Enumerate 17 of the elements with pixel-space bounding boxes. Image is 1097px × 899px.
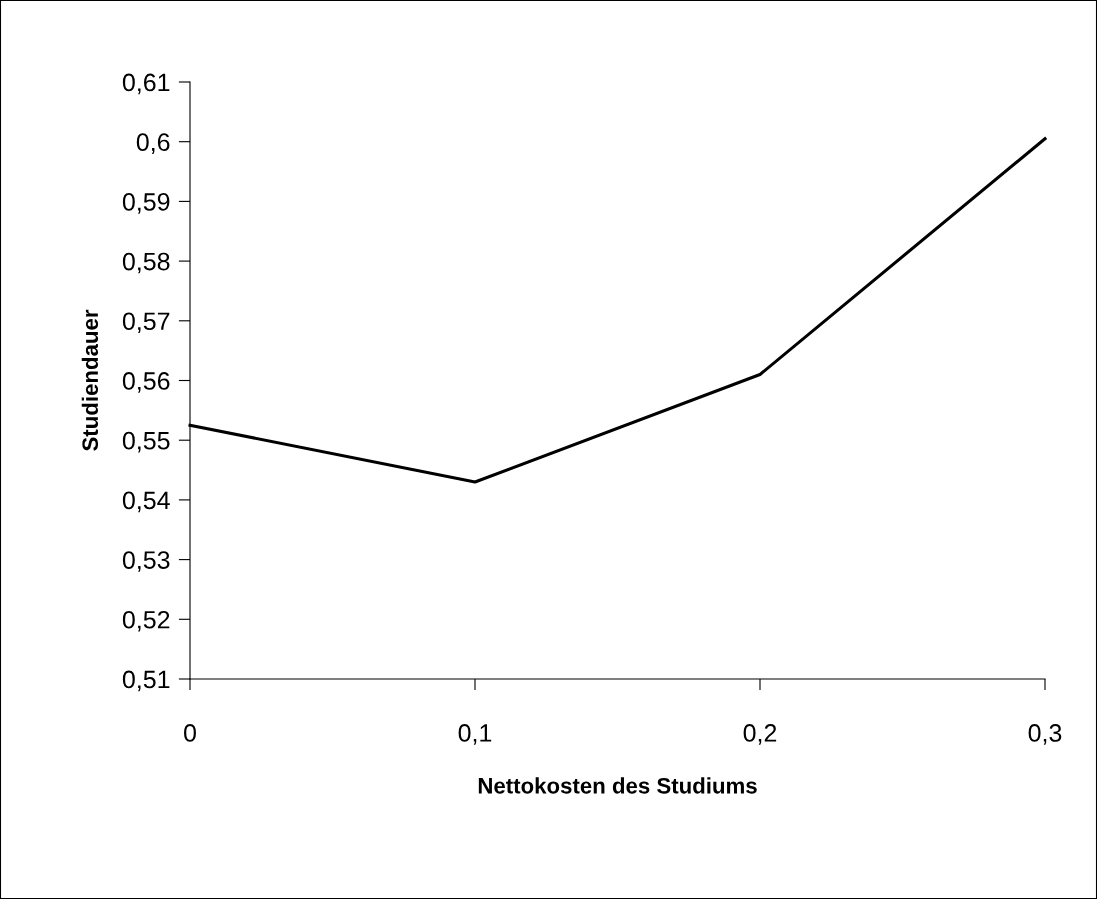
- y-tick-label: 0,61: [122, 73, 170, 95]
- x-tick-label: 0,3: [1028, 724, 1062, 745]
- y-tick-label: 0,53: [122, 551, 170, 572]
- x-tick-label: 0,1: [458, 724, 492, 745]
- y-tick-label: 0,55: [122, 431, 170, 453]
- x-axis-title: Nettokosten des Studiums: [478, 777, 757, 794]
- x-tick-label: 0,2: [743, 724, 777, 745]
- y-tick-label: 0,59: [122, 193, 170, 214]
- y-tick-label: 0,54: [122, 491, 170, 513]
- x-tick-label: 0: [184, 724, 196, 742]
- y-axis-title: Studiendauer: [81, 309, 99, 451]
- y-tick-label: 0,57: [122, 312, 170, 334]
- y-tick-label: 0,6: [136, 133, 170, 154]
- y-tick-label: 0,51: [122, 670, 170, 692]
- y-tick-label: 0,58: [122, 252, 170, 274]
- y-tick-label: 0,52: [122, 610, 170, 632]
- y-tick-label: 0,56: [122, 372, 170, 393]
